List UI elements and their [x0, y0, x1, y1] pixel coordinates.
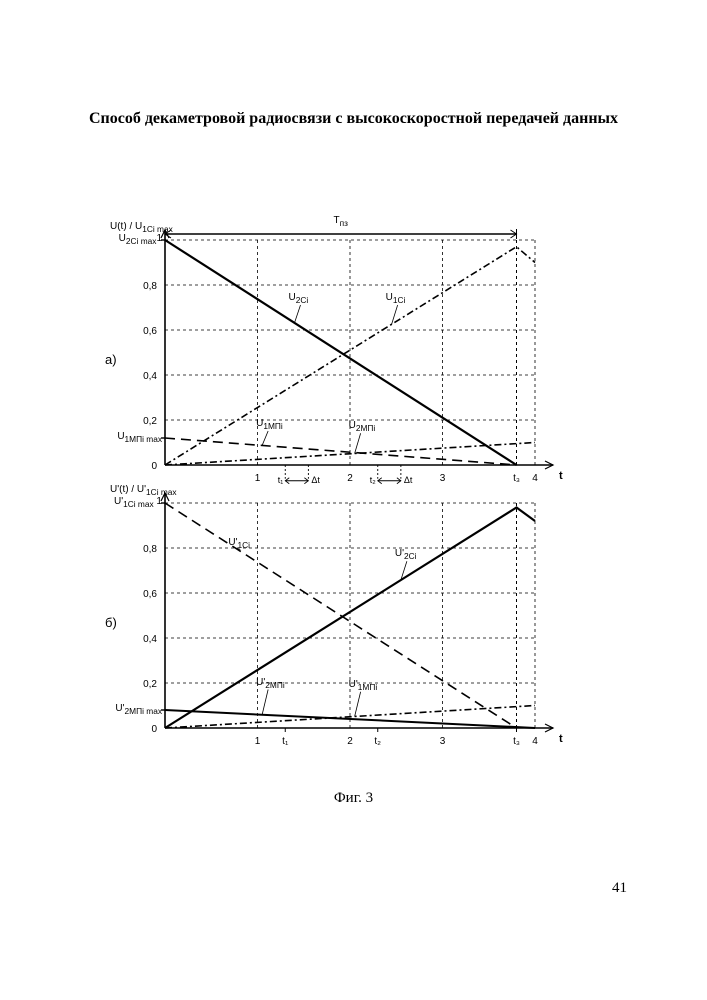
- series-U1MPi: [165, 438, 517, 465]
- svg-text:t₁: t₁: [278, 475, 284, 485]
- svg-text:а): а): [105, 352, 117, 367]
- svg-text:2: 2: [347, 736, 353, 747]
- svg-text:0,6: 0,6: [143, 589, 157, 600]
- svg-text:3: 3: [440, 736, 446, 747]
- svg-text:t₃: t₃: [513, 473, 520, 484]
- svg-text:Δt: Δt: [404, 475, 413, 485]
- svg-text:0,2: 0,2: [143, 679, 157, 690]
- svg-text:0,6: 0,6: [143, 326, 157, 337]
- svg-text:0,4: 0,4: [143, 634, 157, 645]
- svg-text:4: 4: [532, 473, 538, 484]
- figure-svg: 00,20,40,60,81234tU(t) / U1Ci maxU2Ci ma…: [110, 225, 570, 745]
- svg-text:2: 2: [347, 473, 353, 484]
- svg-text:1: 1: [255, 473, 261, 484]
- document-title: Способ декаметровой радиосвязи с высокос…: [0, 110, 707, 128]
- svg-text:t: t: [559, 470, 563, 482]
- svg-text:0,2: 0,2: [143, 416, 157, 427]
- svg-text:t₂: t₂: [370, 475, 377, 485]
- svg-text:t₃: t₃: [513, 736, 520, 747]
- svg-text:t: t: [559, 733, 563, 745]
- svg-text:0,8: 0,8: [143, 544, 157, 555]
- svg-text:0,4: 0,4: [143, 371, 157, 382]
- svg-text:3: 3: [440, 473, 446, 484]
- svg-text:0: 0: [151, 461, 157, 472]
- page-number: 41: [612, 880, 627, 897]
- panel-b: 00,20,40,60,81234tU'(t) / U'1Ci maxU'1Ci…: [70, 485, 563, 747]
- svg-text:Δt: Δt: [311, 475, 320, 485]
- svg-text:0,8: 0,8: [143, 281, 157, 292]
- svg-text:1: 1: [255, 736, 261, 747]
- series-U2Ci: [165, 240, 517, 465]
- svg-text:4: 4: [532, 736, 538, 747]
- page: Способ декаметровой радиосвязи с высокос…: [0, 0, 707, 1000]
- svg-text:0: 0: [151, 724, 157, 735]
- figure-caption: Фиг. 3: [0, 790, 707, 807]
- svg-text:t₂: t₂: [374, 736, 381, 747]
- panel-a: 00,20,40,60,81234tU(t) / U1Ci maxU2Ci ma…: [70, 222, 563, 485]
- svg-text:t₁: t₁: [282, 736, 289, 747]
- svg-text:б): б): [105, 615, 117, 630]
